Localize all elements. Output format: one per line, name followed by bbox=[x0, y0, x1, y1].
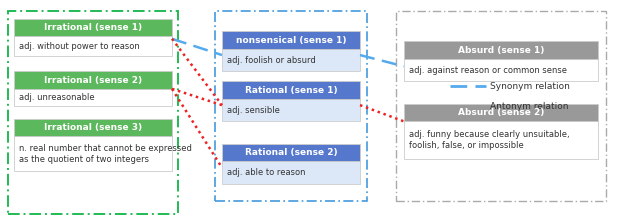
Text: adj. able to reason: adj. able to reason bbox=[227, 168, 305, 177]
Text: nonsensical (sense 1): nonsensical (sense 1) bbox=[236, 35, 346, 44]
Text: Antonym relation: Antonym relation bbox=[490, 102, 568, 111]
FancyBboxPatch shape bbox=[222, 81, 360, 99]
Text: adj. funny because clearly unsuitable,
foolish, false, or impossible: adj. funny because clearly unsuitable, f… bbox=[409, 130, 570, 150]
Text: adj. unreasonable: adj. unreasonable bbox=[19, 93, 95, 102]
Text: Irrational (sense 1): Irrational (sense 1) bbox=[44, 23, 142, 32]
Text: adj. sensible: adj. sensible bbox=[227, 106, 280, 115]
Text: Absurd (sense 2): Absurd (sense 2) bbox=[458, 108, 544, 117]
FancyBboxPatch shape bbox=[404, 59, 598, 81]
FancyBboxPatch shape bbox=[14, 89, 172, 106]
Text: Absurd (sense 1): Absurd (sense 1) bbox=[458, 46, 544, 55]
Text: n. real number that cannot be expressed
as the quotient of two integers: n. real number that cannot be expressed … bbox=[19, 144, 192, 164]
FancyBboxPatch shape bbox=[14, 36, 172, 56]
FancyBboxPatch shape bbox=[14, 19, 172, 36]
FancyBboxPatch shape bbox=[222, 31, 360, 49]
Text: Irrational (sense 3): Irrational (sense 3) bbox=[44, 123, 142, 132]
Bar bbox=[215, 11, 367, 201]
FancyBboxPatch shape bbox=[404, 104, 598, 121]
FancyBboxPatch shape bbox=[222, 49, 360, 71]
FancyBboxPatch shape bbox=[14, 119, 172, 136]
FancyBboxPatch shape bbox=[404, 41, 598, 59]
FancyBboxPatch shape bbox=[14, 71, 172, 89]
FancyBboxPatch shape bbox=[404, 121, 598, 159]
Text: Rational (sense 1): Rational (sense 1) bbox=[244, 86, 337, 95]
FancyBboxPatch shape bbox=[222, 161, 360, 184]
FancyBboxPatch shape bbox=[14, 136, 172, 171]
Text: Synonym relation: Synonym relation bbox=[490, 82, 570, 91]
FancyBboxPatch shape bbox=[222, 99, 360, 121]
Bar bbox=[396, 11, 606, 201]
Text: Irrational (sense 2): Irrational (sense 2) bbox=[44, 76, 142, 85]
FancyBboxPatch shape bbox=[222, 144, 360, 161]
Text: Rational (sense 2): Rational (sense 2) bbox=[244, 148, 337, 157]
Text: adj. without power to reason: adj. without power to reason bbox=[19, 42, 140, 51]
Text: adj. foolish or absurd: adj. foolish or absurd bbox=[227, 56, 316, 65]
Text: adj. against reason or common sense: adj. against reason or common sense bbox=[409, 65, 567, 75]
Bar bbox=[8, 11, 178, 214]
